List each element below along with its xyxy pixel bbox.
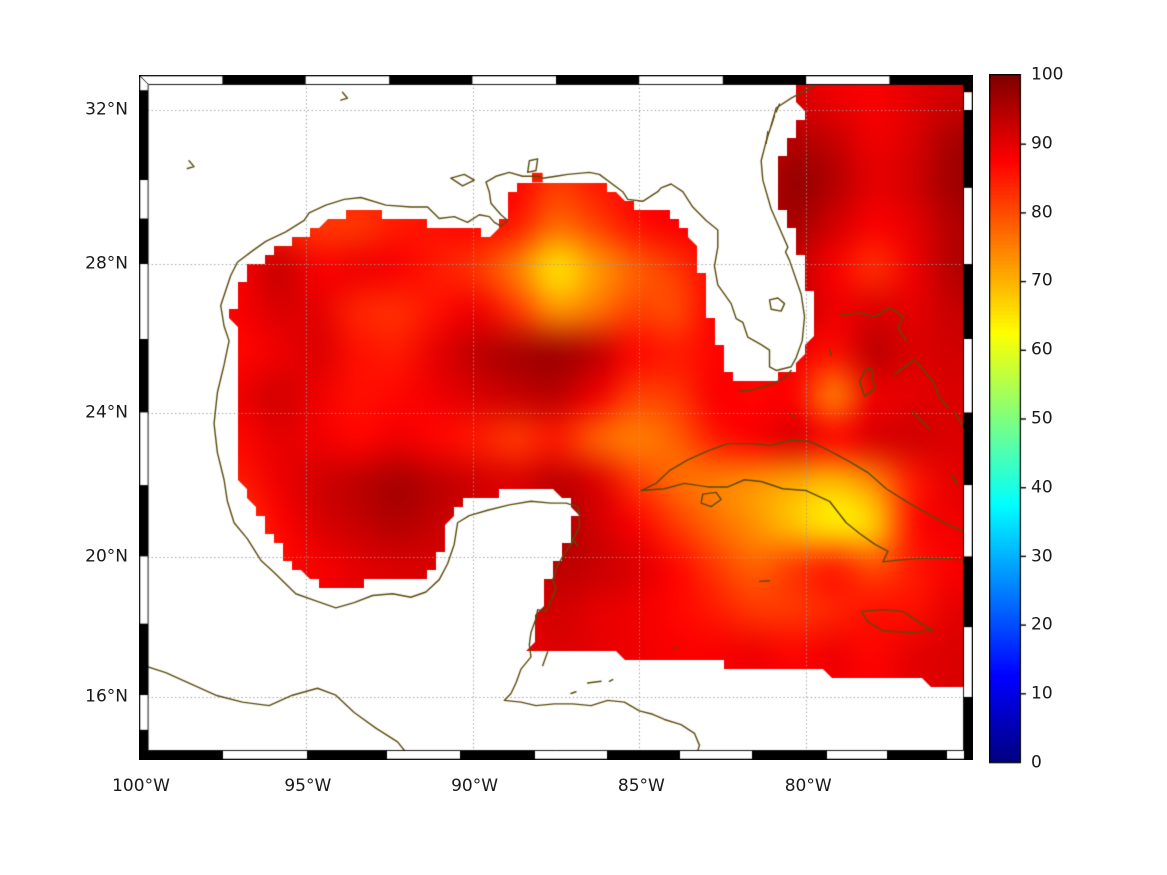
y-tick-label: 28°N	[85, 253, 128, 274]
colorbar-tick-label: 90	[1031, 133, 1053, 154]
y-tick-label: 32°N	[85, 99, 128, 120]
y-tick-label: 20°N	[85, 546, 128, 567]
colorbar-tick-label: 30	[1031, 546, 1053, 567]
colorbar-tick-label: 100	[1031, 64, 1064, 85]
colorbar-tick-label: 50	[1031, 408, 1053, 429]
colorbar	[989, 74, 1029, 764]
colorbar-tick-label: 0	[1031, 752, 1042, 773]
x-tick-label: 90°W	[451, 776, 499, 796]
colorbar-tick-label: 70	[1031, 271, 1053, 292]
y-tick-label: 24°N	[85, 402, 128, 423]
colorbar-tick-label: 60	[1031, 339, 1053, 360]
x-tick-label: 80°W	[784, 776, 832, 796]
x-tick-label: 85°W	[617, 776, 665, 796]
colorbar-tick-label: 20	[1031, 615, 1053, 636]
colorbar-tick-label: 10	[1031, 683, 1053, 704]
map-plot	[139, 75, 973, 760]
y-tick-label: 16°N	[85, 686, 128, 707]
x-tick-label: 95°W	[284, 776, 332, 796]
x-tick-label: 100°W	[112, 776, 170, 796]
colorbar-tick-label: 40	[1031, 477, 1053, 498]
colorbar-tick-label: 80	[1031, 202, 1053, 223]
